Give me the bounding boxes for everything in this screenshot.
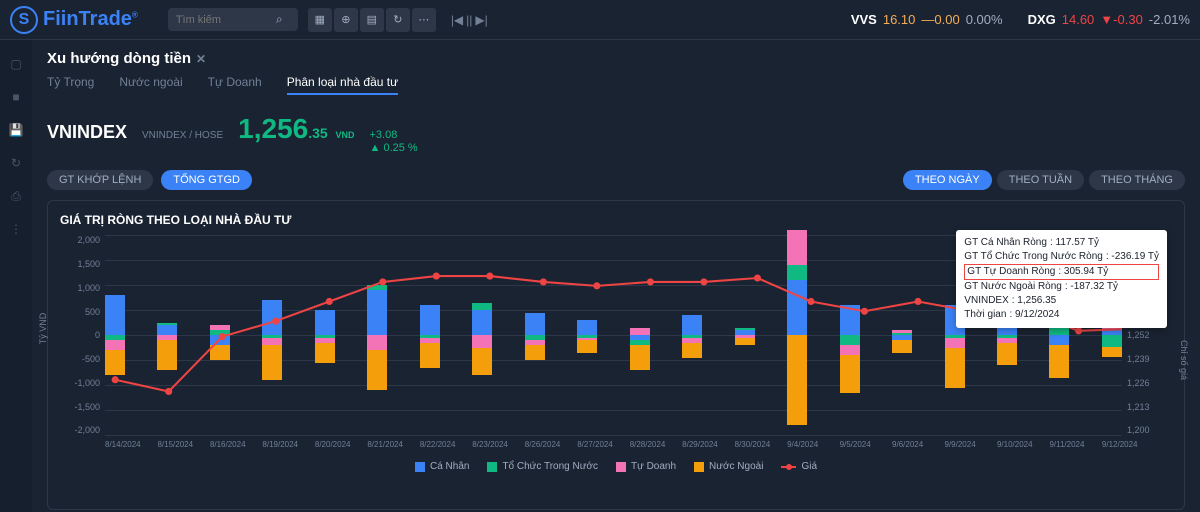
bar-13[interactable] xyxy=(787,235,807,435)
chart-tooltip: GT Cá Nhân Ròng: 117.57 TỷGT Tổ Chức Tro… xyxy=(956,230,1167,328)
refresh-icon[interactable]: ↻ xyxy=(386,8,410,32)
search-input[interactable] xyxy=(176,14,276,26)
rail-sync-icon[interactable]: ↻ xyxy=(7,154,25,172)
rail-layout-icon[interactable]: ▢ xyxy=(7,55,25,73)
x-axis: 8/14/20248/15/20248/16/20248/19/20248/20… xyxy=(105,440,1122,449)
search-box[interactable]: ⌕ xyxy=(168,8,298,31)
chart-area: 2,0001,5001,0005000-500-1,000-1,500-2,00… xyxy=(105,235,1122,435)
tab-0[interactable]: Tỷ Trọng xyxy=(47,75,94,95)
grid-icon[interactable]: ▦ xyxy=(308,8,332,32)
bar-14[interactable] xyxy=(840,235,860,435)
sub-pill-0[interactable]: GT KHỚP LỆNH xyxy=(47,170,153,190)
more-icon[interactable]: ⋯ xyxy=(412,8,436,32)
ticker-VVS[interactable]: VVS16.10—0.000.00% xyxy=(851,12,1003,27)
nav-arrows: |◀ || ▶| xyxy=(451,13,488,27)
index-value: 1,256.35 VND xyxy=(238,113,354,145)
bar-0[interactable] xyxy=(105,235,125,435)
legend-2[interactable]: Tự Doanh xyxy=(616,461,676,472)
time-filter-0[interactable]: THEO NGÀY xyxy=(903,170,992,190)
index-sub: VNINDEX / HOSE xyxy=(142,130,223,141)
index-change: +3.08 ▲ 0.25 % xyxy=(370,129,418,155)
rail-video-icon[interactable]: ■ xyxy=(7,88,25,106)
next-icon[interactable]: ▶| xyxy=(475,13,487,27)
bar-9[interactable] xyxy=(577,235,597,435)
rail-print-icon[interactable]: ⎙ xyxy=(7,187,25,205)
legend-4[interactable]: Giá xyxy=(781,461,817,472)
bar-11[interactable] xyxy=(682,235,702,435)
sub-pill-1[interactable]: TỔNG GTGD xyxy=(161,170,252,190)
bar-12[interactable] xyxy=(735,235,755,435)
sub-controls: GT KHỚP LỆNH TỔNG GTGD THEO NGÀYTHEO TUẦN… xyxy=(47,170,1185,190)
time-filter-2[interactable]: THEO THÁNG xyxy=(1089,170,1185,190)
rail-save-icon[interactable]: 💾 xyxy=(7,121,25,139)
bar-8[interactable] xyxy=(525,235,545,435)
bar-4[interactable] xyxy=(315,235,335,435)
bar-15[interactable] xyxy=(892,235,912,435)
index-name: VNINDEX xyxy=(47,122,127,143)
tab-1[interactable]: Nước ngoài xyxy=(119,75,182,95)
calendar-icon[interactable]: ▤ xyxy=(360,8,384,32)
left-rail: ▢ ■ 💾 ↻ ⎙ ⋮ xyxy=(0,40,32,512)
bar-10[interactable] xyxy=(630,235,650,435)
tab-row: Tỷ Trọng Nước ngoài Tự Doanh Phân loại nhà … xyxy=(47,75,1185,95)
logo-text: FiinTrade® xyxy=(43,8,138,31)
y-axis-left: 2,0001,5001,0005000-500-1,000-1,500-2,00… xyxy=(60,235,100,435)
bar-3[interactable] xyxy=(262,235,282,435)
chart-legend: Cá Nhân Tổ Chức Trong Nước Tự Doanh Nước Ng… xyxy=(60,461,1172,472)
tab-3[interactable]: Phân loại nhà đầu tư xyxy=(287,75,398,95)
search-icon[interactable]: ⌕ xyxy=(276,12,283,27)
tab-2[interactable]: Tự Doanh xyxy=(208,75,262,95)
bar-7[interactable] xyxy=(472,235,492,435)
legend-1[interactable]: Tổ Chức Trong Nước xyxy=(487,461,598,472)
ticker-DXG[interactable]: DXG14.60▼-0.30-2.01% xyxy=(1028,12,1190,27)
rail-menu-icon[interactable]: ⋮ xyxy=(7,220,25,238)
pause-icon[interactable]: || xyxy=(466,13,472,27)
bar-5[interactable] xyxy=(367,235,387,435)
chart-card: GIÁ TRỊ RÒNG THEO LOẠI NHÀ ĐẦU TƯ Tỷ VND… xyxy=(47,200,1185,510)
section-title: Xu hướng dòng tiền ✕ xyxy=(47,50,1185,67)
top-bar: S FiinTrade® ⌕ ▦ ⊕ ▤ ↻ ⋯ |◀ || ▶| VVS16.… xyxy=(0,0,1200,40)
chart-title: GIÁ TRỊ RÒNG THEO LOẠI NHÀ ĐẦU TƯ xyxy=(60,213,1172,227)
time-filter-1[interactable]: THEO TUẦN xyxy=(997,170,1084,190)
logo[interactable]: S FiinTrade® xyxy=(10,6,138,34)
bar-6[interactable] xyxy=(420,235,440,435)
y-axis-left-label: Tỷ VND xyxy=(38,313,48,345)
bar-1[interactable] xyxy=(157,235,177,435)
logo-icon: S xyxy=(10,6,38,34)
ticker-area: VVS16.10—0.000.00% DXG14.60▼-0.30-2.01% xyxy=(851,12,1190,27)
y-axis-right-label: Chỉ số giá xyxy=(1179,340,1189,380)
legend-0[interactable]: Cá Nhân xyxy=(415,461,469,472)
close-icon[interactable]: ✕ xyxy=(196,52,206,66)
prev-icon[interactable]: |◀ xyxy=(451,13,463,27)
top-icon-row: ▦ ⊕ ▤ ↻ ⋯ xyxy=(308,8,436,32)
main-content: Xu hướng dòng tiền ✕ Tỷ TrọngNước ngoàiT… xyxy=(32,40,1200,512)
legend-3[interactable]: Nước Ngoài xyxy=(694,461,763,472)
bar-2[interactable] xyxy=(210,235,230,435)
zoom-icon[interactable]: ⊕ xyxy=(334,8,358,32)
index-row: VNINDEX VNINDEX / HOSE 1,256.35 VND +3.0… xyxy=(47,113,1185,155)
